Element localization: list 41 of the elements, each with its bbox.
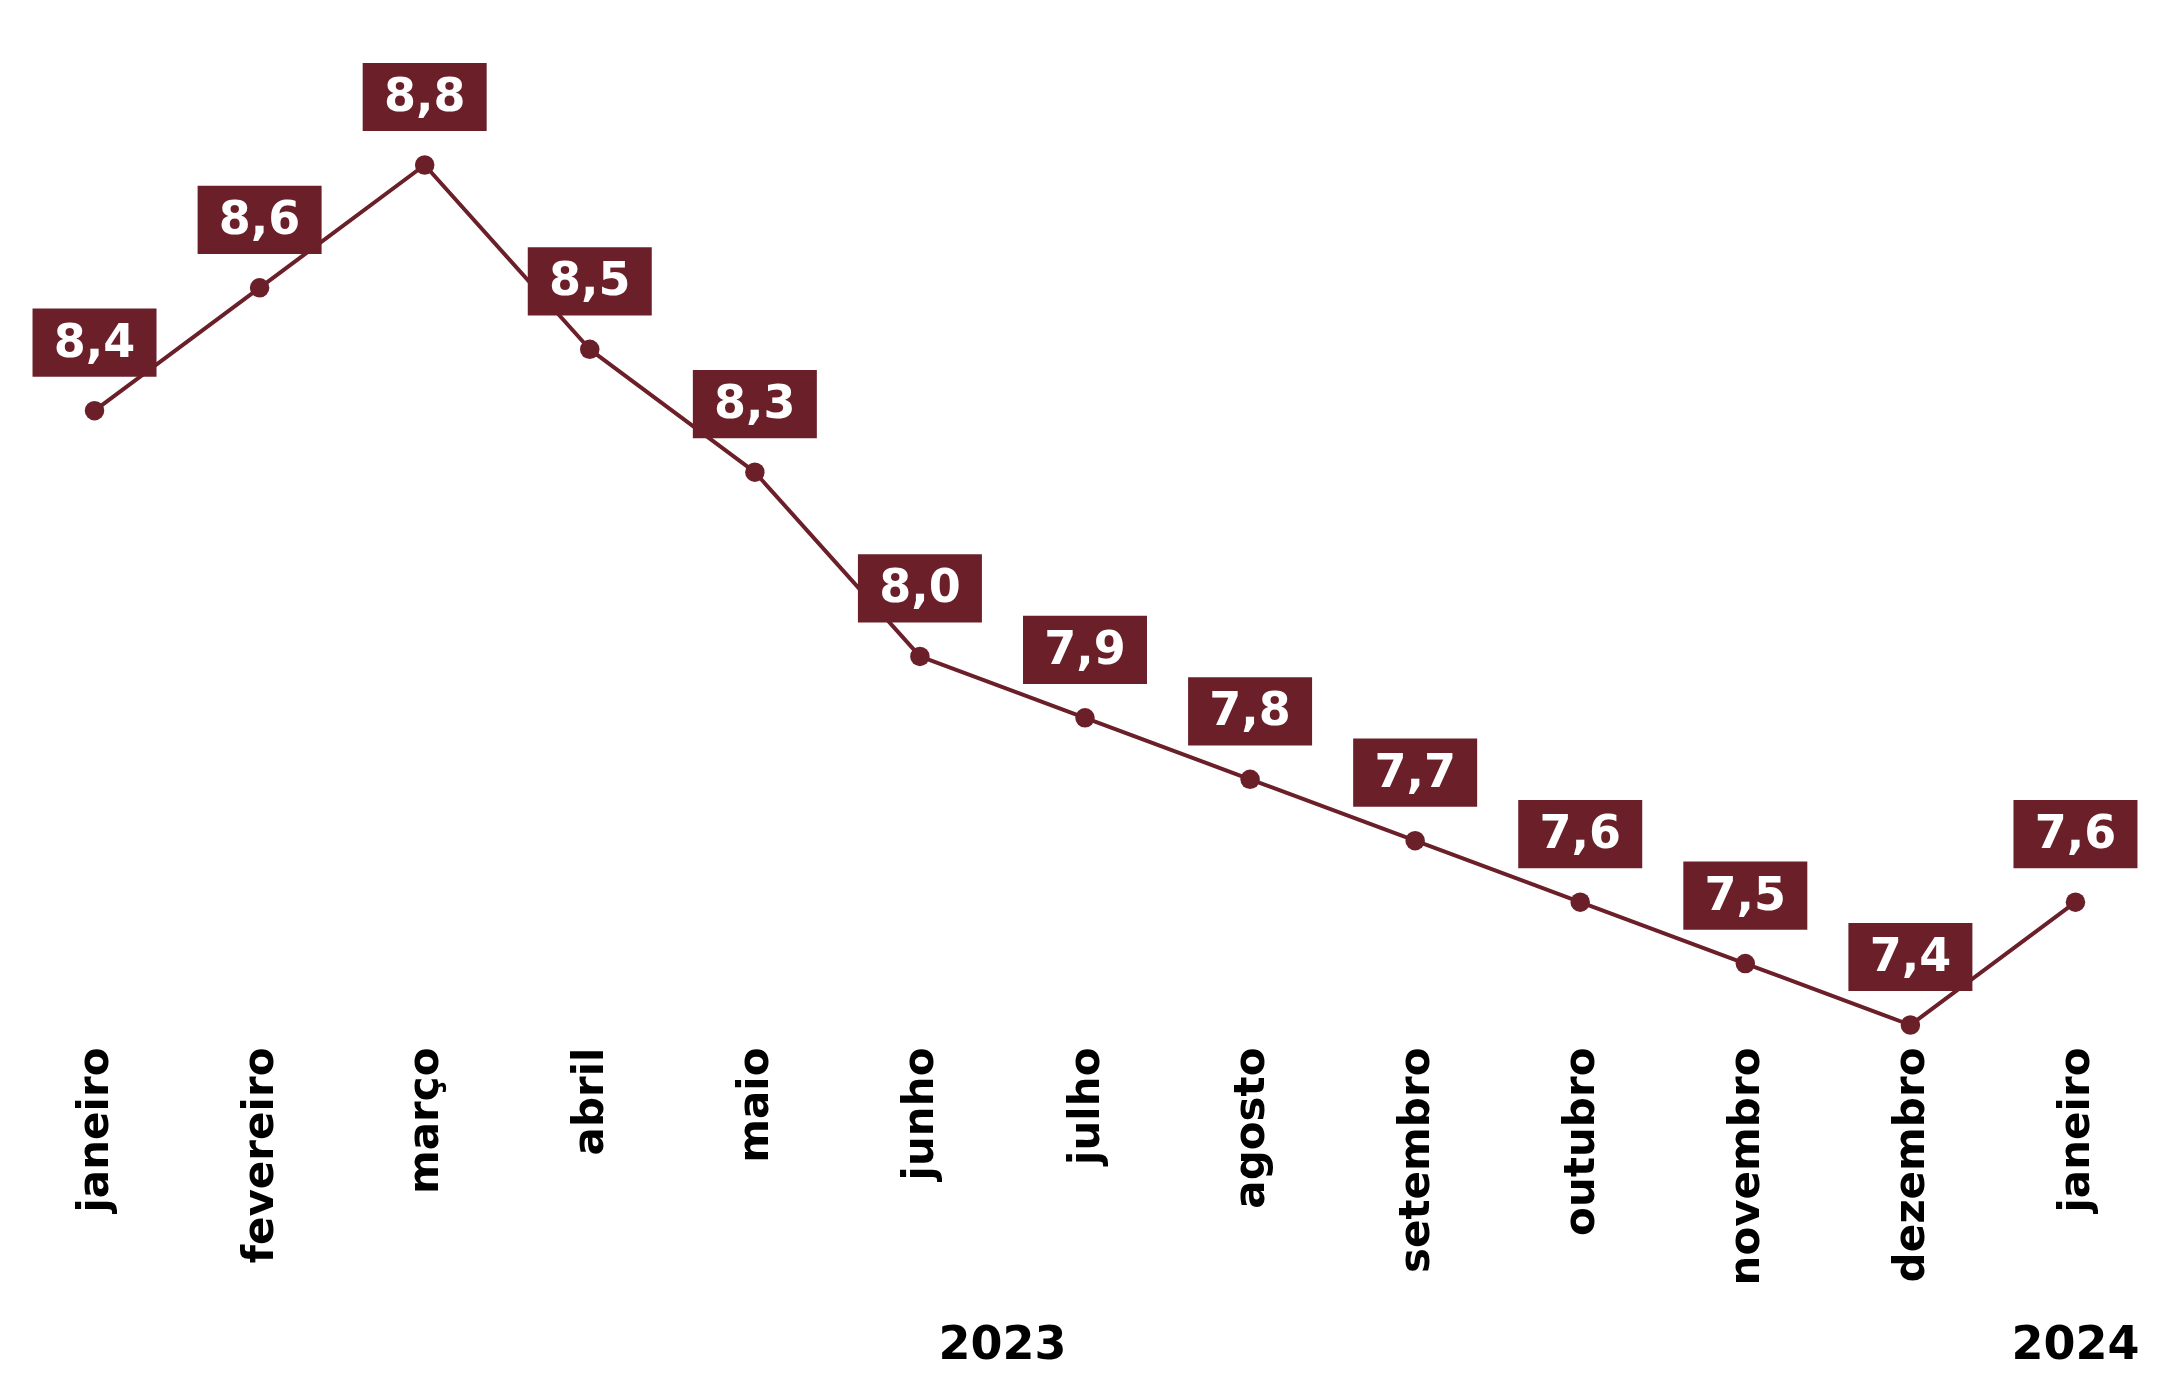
- data-label: 7,4: [1869, 928, 1952, 982]
- data-label: 7,7: [1374, 743, 1456, 798]
- data-label: 7,9: [1044, 620, 1126, 675]
- data-label: 7,6: [2034, 805, 2117, 860]
- x-tick-label: janeiro: [69, 1047, 119, 1215]
- point: [1405, 830, 1425, 851]
- point: [2065, 892, 2086, 912]
- point: [580, 339, 600, 360]
- x-tick-label: julho: [1059, 1047, 1109, 1167]
- point: [1075, 708, 1095, 728]
- data-label: 7,5: [1704, 866, 1787, 921]
- x-tick-label: abril: [564, 1047, 614, 1156]
- data-label: 8,5: [549, 252, 631, 307]
- point: [745, 462, 765, 482]
- point: [1735, 953, 1756, 974]
- data-label: 7,8: [1209, 682, 1291, 737]
- data-label: 8,3: [714, 375, 796, 430]
- point: [249, 278, 270, 298]
- x-tick-label: março: [399, 1047, 449, 1195]
- text: 2024: [2011, 1316, 2140, 1370]
- data-label: 8,8: [383, 68, 466, 122]
- x-tick-label: maio: [729, 1047, 779, 1163]
- point: [414, 155, 435, 175]
- data-label: 8,6: [218, 190, 301, 245]
- x-tick-label: outubro: [1554, 1047, 1604, 1236]
- x-tick-label: junho: [894, 1047, 944, 1183]
- x-tick-label: novembro: [1719, 1047, 1769, 1286]
- data-label: 7,6: [1539, 805, 1621, 860]
- point: [1570, 892, 1590, 912]
- x-tick-label: janeiro: [2049, 1047, 2099, 1215]
- text: 2023: [938, 1316, 1067, 1370]
- point: [1240, 769, 1260, 790]
- point: [1900, 1015, 1921, 1035]
- x-tick-label: agosto: [1224, 1047, 1274, 1209]
- data-label: 8,0: [879, 559, 961, 614]
- x-tick-label: setembro: [1389, 1047, 1439, 1273]
- data-label: 8,4: [53, 313, 136, 368]
- x-tick-label: dezembro: [1884, 1047, 1934, 1283]
- point: [84, 400, 105, 421]
- point: [910, 646, 930, 667]
- x-tick-label: fevereiro: [234, 1047, 284, 1264]
